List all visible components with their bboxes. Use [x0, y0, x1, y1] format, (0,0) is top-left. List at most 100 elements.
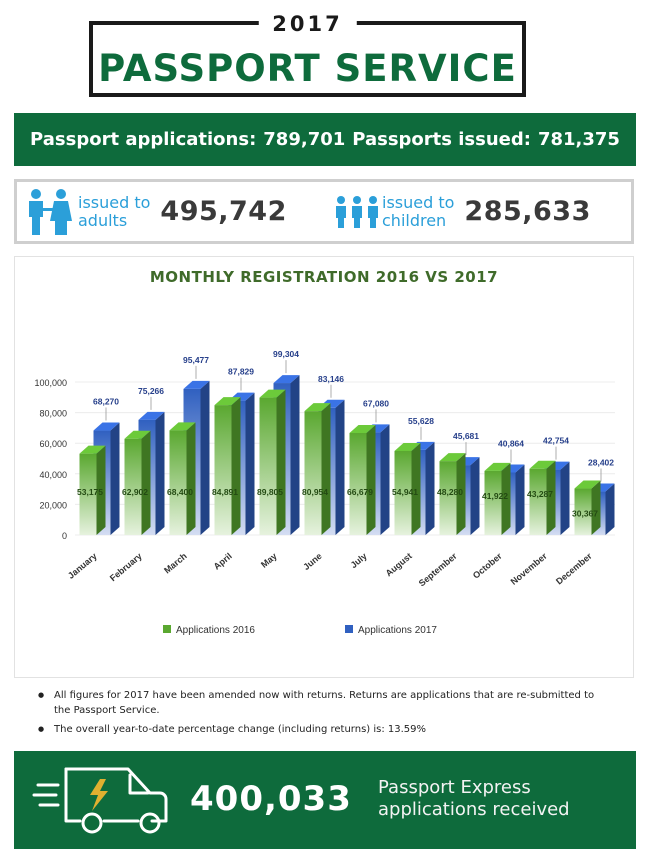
bar-2016: [529, 468, 547, 535]
y-tick-label: 20,000: [39, 500, 67, 510]
chart-panel: MONTHLY REGISTRATION 2016 VS 2017 0 20,00…: [14, 256, 634, 678]
data-label-2017: 28,402: [588, 458, 614, 468]
header-year: 2017: [258, 12, 357, 36]
issued-adults: issued to adults 495,742: [23, 182, 287, 241]
x-tick-label: July: [349, 551, 369, 570]
bar-2016: [124, 438, 142, 535]
data-label-2017: 67,080: [363, 398, 389, 408]
adult-couple-icon: [29, 188, 72, 235]
bar-2016-side: [231, 397, 241, 535]
bar-2016-top: [214, 397, 241, 406]
issued-label: Passports issued:: [352, 129, 531, 150]
issued-adults-value: 495,742: [160, 196, 287, 227]
data-label-2016: 84,891: [212, 487, 238, 497]
express-value: 400,033: [190, 779, 352, 819]
note-item: All figures for 2017 have been amended n…: [38, 688, 598, 718]
bar-2016: [394, 450, 412, 535]
data-label-2017: 87,829: [228, 367, 254, 377]
issued-summary: issued to adults 495,742 issued to child…: [14, 179, 634, 244]
express-label: Passport Express applications received: [378, 777, 570, 821]
bar-2016-side: [546, 460, 556, 535]
x-tick-label: February: [108, 551, 144, 583]
bar-2016-top: [484, 462, 511, 471]
bar-2017-top: [183, 380, 210, 389]
data-label-2017: 40,864: [498, 438, 524, 448]
bar-2016-top: [394, 442, 421, 451]
bar-2017-side: [515, 464, 525, 535]
bar-2016-side: [366, 424, 376, 535]
data-label-2017: 55,628: [408, 416, 434, 426]
express-banner: 400,033 Passport Express applications re…: [14, 751, 636, 849]
x-tick-label: June: [301, 551, 324, 572]
bar-2016-side: [96, 445, 106, 535]
bar-2017-side: [155, 411, 165, 535]
issued-children-label-line1: issued to: [382, 192, 455, 212]
bar-2016-top: [304, 403, 331, 412]
issued-children-value: 285,633: [464, 196, 591, 227]
x-tick-label: August: [384, 551, 414, 579]
children-group-icon: [336, 195, 378, 228]
issued-adults-label-line1: issued to: [78, 192, 151, 212]
data-label-2017: 95,477: [183, 355, 209, 365]
bar-2016-side: [186, 422, 196, 535]
x-tick-label: November: [509, 551, 550, 587]
x-tick-label: March: [162, 551, 189, 576]
data-label-2016: 66,679: [347, 487, 373, 497]
y-tick-label: 80,000: [39, 409, 67, 419]
bar-2016-side: [411, 442, 421, 535]
issued-adults-label: issued to adults: [78, 192, 151, 230]
bar-2016-side: [591, 480, 601, 535]
bar-2016-top: [124, 430, 151, 439]
bar-2017-side: [110, 422, 120, 535]
applications-label: Passport applications:: [30, 129, 257, 150]
bar-2017-top: [273, 375, 300, 384]
issued-children: issued to children 285,633: [335, 182, 591, 241]
bar-2017-top: [138, 411, 165, 420]
bar-2017-side: [470, 457, 480, 535]
bar-chart: 0 20,000 40,000 60,000 80,000 100,000 68,270 53…: [34, 349, 615, 636]
bar-2017-side: [425, 441, 435, 535]
bar-2016-side: [456, 453, 466, 535]
issued-value: 781,375: [537, 129, 620, 150]
bar-2016-top: [529, 460, 556, 469]
bar-2016: [169, 430, 187, 535]
data-label-2017: 42,754: [543, 436, 569, 446]
bar-2016: [349, 432, 367, 535]
legend-label-2017: Applications 2017: [358, 625, 437, 636]
bar-2016-side: [141, 430, 151, 535]
bar-2017-side: [200, 380, 210, 535]
page-title: PASSPORT SERVICE: [98, 47, 517, 90]
bar-2016: [214, 405, 232, 535]
bar-2017-side: [245, 392, 255, 535]
x-tick-label: January: [66, 551, 99, 581]
bar-2016-side: [501, 462, 511, 535]
data-label-2017: 83,146: [318, 374, 344, 384]
data-label-2016: 54,941: [392, 487, 418, 497]
bar-2017-side: [290, 375, 300, 535]
bar-2016: [79, 453, 97, 535]
bar-2016-top: [439, 453, 466, 462]
bar-2016-side: [321, 403, 331, 535]
data-label-2016: 89,805: [257, 487, 283, 497]
bar-2017-side: [380, 424, 390, 535]
issued-children-label-line2: children: [382, 210, 447, 230]
data-label-2017: 75,266: [138, 386, 164, 396]
bar-2016-top: [259, 389, 286, 398]
bar-2016-top: [349, 424, 376, 433]
data-label-2016: 43,287: [527, 489, 553, 499]
bar-2016: [259, 397, 277, 535]
bar-2016: [304, 411, 322, 535]
x-tick-label: December: [554, 551, 594, 587]
x-tick-label: October: [471, 551, 504, 581]
bar-2017-top: [93, 422, 120, 431]
x-tick-label: September: [417, 551, 459, 589]
issued-adults-label-line2: adults: [78, 210, 128, 230]
data-label-2016: 80,954: [302, 487, 328, 497]
bar-2017-side: [605, 483, 615, 535]
issued-children-label: issued to children: [382, 192, 455, 230]
data-label-2017: 99,304: [273, 349, 299, 359]
notes-list: All figures for 2017 have been amended n…: [38, 688, 598, 741]
y-tick-label: 100,000: [34, 378, 67, 388]
data-label-2016: 53,175: [77, 487, 103, 497]
bar-2016: [574, 488, 592, 535]
